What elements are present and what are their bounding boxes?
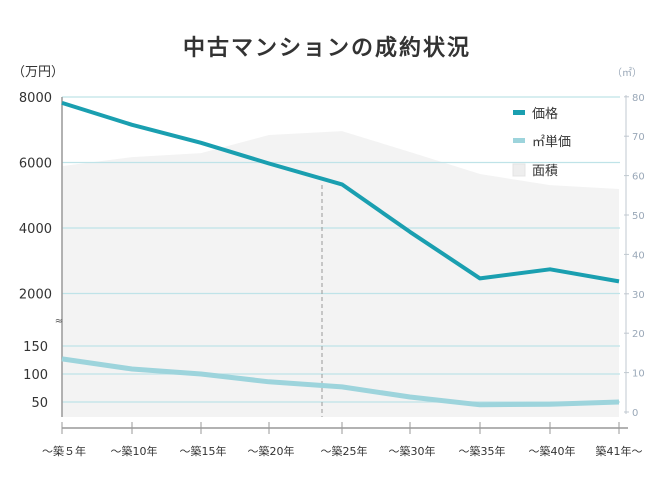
left-axis-unit: （万円） [12, 65, 64, 80]
legend-label: 価格 [532, 106, 558, 122]
x-tick-label: ～築25年 [321, 444, 368, 458]
left-tick-label: 4000 [19, 222, 52, 237]
x-tick-label: ～築35年 [459, 444, 506, 458]
right-axis-unit: （㎡） [612, 67, 642, 79]
x-tick-label: ～築15年 [180, 444, 227, 458]
x-tick-label: 築41年～ [596, 444, 643, 458]
x-tick-label: ～築30年 [389, 444, 436, 458]
left-tick-label: 50 [31, 396, 48, 411]
right-tick-label: 60 [632, 172, 645, 183]
legend-swatch-price [513, 110, 525, 115]
left-tick-label: 6000 [19, 157, 52, 172]
right-tick-label: 10 [632, 369, 645, 380]
legend-label: 面積 [532, 164, 558, 179]
x-tick-label: ～築20年 [248, 444, 295, 458]
x-tick-label: ～築40年 [529, 444, 576, 458]
x-tick-label: ～築10年 [111, 444, 158, 458]
legend-label: ㎡単価 [532, 134, 571, 150]
right-tick-label: 80 [632, 93, 645, 104]
left-tick-label: 8000 [19, 91, 52, 106]
right-tick-label: 40 [632, 250, 645, 261]
right-tick-label: 70 [632, 132, 645, 143]
legend-swatch-unit-price [513, 138, 525, 143]
left-tick-label: 100 [23, 368, 48, 383]
legend-swatch-area [512, 163, 526, 177]
right-tick-label: 20 [632, 329, 645, 340]
axis-break-icon: ≈ [55, 316, 63, 327]
left-tick-label: 150 [23, 340, 48, 355]
right-tick-label: 30 [632, 290, 645, 301]
left-tick-label: 2000 [19, 288, 52, 303]
right-tick-label: 50 [632, 211, 645, 222]
chart-title: 中古マンションの成約状況 [182, 36, 471, 61]
right-tick-label: 0 [632, 408, 638, 419]
x-tick-label: ～築５年 [42, 444, 86, 458]
